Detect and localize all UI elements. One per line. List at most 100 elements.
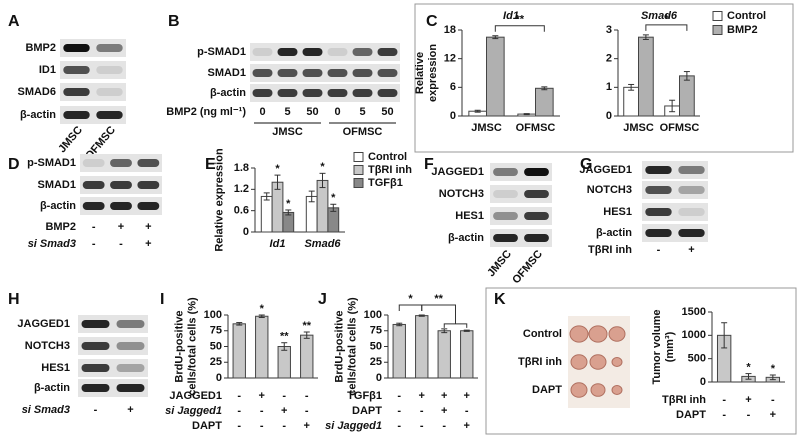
- blot-band: [352, 69, 373, 77]
- blot-band: [377, 89, 398, 97]
- legend-label: TβRI inh: [368, 164, 412, 176]
- blot-row-label: HES1: [455, 210, 484, 222]
- condition-sign: 5: [359, 106, 365, 118]
- blot-band: [302, 48, 323, 56]
- legend-swatch: [712, 11, 723, 21]
- condition-sign: 50: [306, 106, 318, 118]
- y-tick-label: 1.2: [234, 183, 249, 195]
- legend-label: Control: [368, 151, 407, 163]
- blot-band: [110, 159, 132, 167]
- y-tick-label: 0: [700, 376, 706, 388]
- condition-sign: -: [771, 394, 775, 406]
- blot-row-label: β-actin: [34, 382, 70, 394]
- blot-strip: [60, 39, 126, 57]
- condition-sign: +: [281, 405, 287, 417]
- condition-label: si Smad3: [28, 238, 76, 250]
- condition-sign: +: [118, 221, 124, 233]
- y-tick-label: 0.6: [234, 205, 249, 217]
- blot-band: [678, 186, 705, 194]
- blot-band: [82, 202, 105, 210]
- condition-sign: -: [92, 238, 96, 250]
- tumor: [590, 383, 606, 397]
- panel-letter: E: [205, 156, 216, 173]
- y-axis-label: cells/total cells (%): [186, 297, 198, 396]
- blot-band: [116, 320, 145, 328]
- blot-strip: [642, 224, 708, 242]
- blot-strip: [250, 64, 400, 82]
- blot-band: [327, 48, 348, 56]
- condition-sign: +: [145, 238, 151, 250]
- y-tick-label: 500: [688, 353, 706, 365]
- y-tick-label: 75: [370, 325, 382, 337]
- condition-sign: +: [127, 404, 133, 416]
- tumor: [569, 325, 589, 343]
- comparison-bracket: [494, 25, 545, 32]
- y-tick-label: 1500: [682, 306, 706, 318]
- blot-band: [137, 181, 160, 189]
- condition-sign: +: [770, 409, 776, 421]
- comparison-label: **: [516, 14, 525, 26]
- significance-mark: *: [275, 163, 280, 175]
- tumor: [611, 357, 623, 367]
- y-tick-label: 18: [444, 24, 456, 36]
- group-label: OFMSC: [343, 126, 383, 138]
- condition-label: DAPT: [192, 420, 222, 432]
- blot-band: [252, 69, 273, 77]
- photo-row-label: DAPT: [532, 384, 562, 396]
- panel-letter: I: [160, 291, 164, 308]
- blot-band: [63, 44, 90, 52]
- x-tick-label: JMSC: [471, 122, 502, 134]
- condition-sign: +: [441, 405, 447, 417]
- blot-strip: [78, 315, 148, 333]
- blot-row-label: JAGGED1: [431, 166, 484, 178]
- condition-sign: -: [237, 405, 241, 417]
- tumor: [570, 382, 588, 398]
- blot-row-label: β-actin: [210, 87, 246, 99]
- blot-band: [678, 208, 705, 216]
- blot-strip: [250, 84, 400, 102]
- condition-sign: -: [657, 244, 661, 256]
- blot-band: [63, 66, 90, 74]
- lane-label: OFMSC: [510, 248, 545, 286]
- blot-strip: [490, 229, 552, 247]
- lane-label: JMSC: [485, 248, 514, 279]
- condition-sign: -: [747, 409, 751, 421]
- blot-band: [96, 44, 123, 52]
- panel-letter: B: [168, 13, 180, 30]
- blot-row-label: NOTCH3: [25, 340, 70, 352]
- blot-row-label: SMAD1: [37, 179, 76, 191]
- blot-row-label: β-actin: [20, 109, 56, 121]
- x-tick-label: OFMSC: [660, 122, 700, 134]
- condition-label: TGFβ1: [347, 390, 382, 402]
- condition-sign: -: [420, 420, 424, 432]
- tumor: [608, 326, 626, 342]
- chart-title: Smad6: [641, 10, 678, 22]
- y-tick-label: 50: [210, 340, 222, 352]
- blot-band: [645, 208, 672, 216]
- bar: [535, 87, 554, 117]
- significance-mark: *: [331, 192, 336, 204]
- blot-band: [327, 89, 348, 97]
- bar: [638, 36, 654, 117]
- bar: [392, 323, 406, 379]
- y-tick-label: 0: [243, 226, 249, 238]
- blot-band: [327, 69, 348, 77]
- bar: [486, 36, 505, 117]
- bar: [300, 334, 314, 379]
- blot-band: [277, 69, 298, 77]
- blot-row-label: HES1: [41, 362, 70, 374]
- y-tick-label: 3: [606, 24, 612, 36]
- condition-sign: -: [420, 405, 424, 417]
- panel-letter: D: [8, 156, 20, 173]
- condition-sign: -: [465, 405, 469, 417]
- y-tick-label: 25: [210, 356, 222, 368]
- blot-row-label: BMP2: [25, 42, 56, 54]
- blot-strip: [642, 181, 708, 199]
- condition-sign: +: [259, 390, 265, 402]
- y-tick-label: 1000: [682, 329, 706, 341]
- blot-band: [96, 66, 123, 74]
- condition-sign: -: [282, 390, 286, 402]
- panel-letter: H: [8, 291, 20, 308]
- y-axis-label: expression: [427, 44, 439, 102]
- condition-label: TβRI inh: [662, 394, 706, 406]
